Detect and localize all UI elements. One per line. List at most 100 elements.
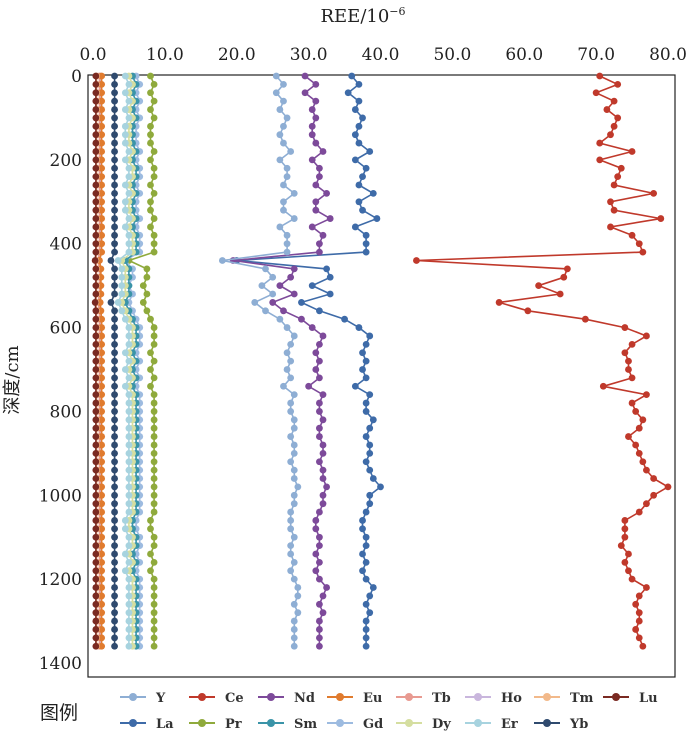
data-point xyxy=(147,366,154,373)
legend-item-gd: Gd xyxy=(327,717,383,732)
data-point xyxy=(92,433,100,440)
x-axis-ticks: 0.0 10.0 20.0 30.0 40.0 50.0 60.0 70.0 80.0 xyxy=(79,45,686,65)
data-point xyxy=(98,231,106,239)
data-point xyxy=(98,508,106,516)
data-point xyxy=(150,357,158,365)
data-point xyxy=(150,173,158,181)
data-point xyxy=(269,290,277,298)
data-point xyxy=(125,617,133,625)
data-point xyxy=(92,349,100,357)
data-point xyxy=(319,231,327,239)
data-point xyxy=(147,567,154,575)
data-point xyxy=(92,206,100,214)
data-point xyxy=(147,72,154,80)
series-pr xyxy=(125,72,158,650)
data-point xyxy=(323,584,330,591)
data-point xyxy=(98,324,106,331)
data-point xyxy=(312,206,320,214)
data-point xyxy=(635,449,643,457)
data-point xyxy=(639,248,647,256)
data-point xyxy=(305,382,313,390)
data-point xyxy=(283,248,291,256)
data-point xyxy=(290,575,298,583)
x-tick-label: 40.0 xyxy=(362,45,400,65)
data-point xyxy=(150,215,158,222)
data-point xyxy=(98,558,106,566)
data-point xyxy=(98,240,106,248)
data-point xyxy=(143,307,151,315)
data-point xyxy=(111,408,118,415)
data-point xyxy=(125,374,133,382)
data-point xyxy=(92,642,100,650)
data-point xyxy=(355,139,363,147)
data-point xyxy=(111,164,118,172)
data-point xyxy=(98,164,106,172)
data-point xyxy=(125,164,133,172)
data-point xyxy=(121,89,129,97)
series-line xyxy=(222,75,299,647)
data-point xyxy=(111,609,118,617)
data-point xyxy=(607,131,614,139)
data-point xyxy=(125,391,133,399)
x-axis-title: REE/10−6 xyxy=(320,5,405,27)
data-point xyxy=(290,533,298,541)
data-point xyxy=(632,408,640,415)
data-point xyxy=(362,374,370,382)
data-point xyxy=(111,265,118,273)
data-point xyxy=(287,148,295,155)
data-point xyxy=(125,340,133,348)
legend-swatch-marker xyxy=(543,693,551,701)
data-point xyxy=(635,240,643,248)
data-point xyxy=(280,139,287,147)
data-point xyxy=(111,181,118,189)
data-point xyxy=(628,231,636,239)
series-yb xyxy=(107,72,118,650)
data-point xyxy=(92,80,100,88)
data-point xyxy=(635,617,643,625)
data-point xyxy=(312,114,320,122)
data-point xyxy=(121,122,129,130)
data-point xyxy=(290,617,298,625)
data-point xyxy=(98,542,106,549)
data-point xyxy=(272,72,280,80)
data-point xyxy=(111,483,118,491)
data-point xyxy=(111,332,118,340)
data-point xyxy=(535,282,543,290)
data-point xyxy=(283,231,291,239)
data-point xyxy=(614,173,622,181)
data-point xyxy=(111,542,118,549)
data-point xyxy=(125,642,133,650)
data-point xyxy=(283,114,291,122)
data-point xyxy=(92,424,100,432)
x-tick-label: 30.0 xyxy=(290,45,328,65)
data-point xyxy=(359,349,366,357)
data-point xyxy=(319,148,327,155)
legend-swatch-marker xyxy=(405,693,413,701)
legend-label: Pr xyxy=(225,717,242,732)
data-point xyxy=(150,466,158,474)
data-point xyxy=(125,542,133,549)
data-point xyxy=(143,273,151,281)
data-point xyxy=(98,173,106,181)
data-point xyxy=(92,181,100,189)
data-point xyxy=(111,139,118,147)
data-point xyxy=(643,500,650,508)
data-point xyxy=(301,89,309,97)
legend-label: Nd xyxy=(294,691,315,706)
data-point xyxy=(150,542,158,549)
data-point xyxy=(635,634,643,642)
data-point xyxy=(92,592,100,600)
data-point xyxy=(276,106,284,113)
data-point xyxy=(664,483,672,491)
data-point xyxy=(150,324,158,331)
data-point xyxy=(98,517,106,524)
data-point xyxy=(98,475,106,482)
data-point xyxy=(312,567,320,575)
data-point xyxy=(316,307,323,315)
data-point xyxy=(125,483,133,491)
data-point xyxy=(98,449,106,457)
data-point xyxy=(125,592,133,600)
data-point xyxy=(362,533,370,541)
legend-label: La xyxy=(156,717,174,732)
x-tick-label: 50.0 xyxy=(433,45,471,65)
